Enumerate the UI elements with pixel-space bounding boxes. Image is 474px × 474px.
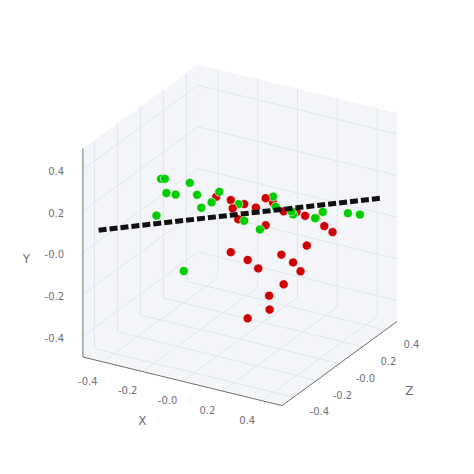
svg-text:-0.4: -0.4 (78, 376, 98, 387)
svg-text:-0.0: -0.0 (45, 249, 65, 260)
svg-text:-0.2: -0.2 (45, 291, 65, 302)
svg-text:0.2: 0.2 (199, 405, 215, 416)
svg-text:X: X (138, 414, 146, 428)
svg-text:-0.0: -0.0 (158, 395, 178, 406)
svg-text:-0.2: -0.2 (118, 385, 138, 396)
svg-text:-0.4: -0.4 (45, 333, 65, 344)
svg-text:0.2: 0.2 (381, 356, 397, 367)
svg-text:0.4: 0.4 (404, 339, 420, 350)
svg-text:-0.2: -0.2 (333, 390, 353, 401)
svg-text:0.4: 0.4 (48, 166, 64, 177)
svg-text:-0.0: -0.0 (356, 373, 376, 384)
svg-text:-0.4: -0.4 (310, 406, 330, 417)
svg-text:0.4: 0.4 (239, 415, 255, 426)
svg-text:0.2: 0.2 (48, 208, 64, 219)
svg-text:Z: Z (405, 384, 413, 398)
svg-text:Y: Y (22, 252, 31, 266)
